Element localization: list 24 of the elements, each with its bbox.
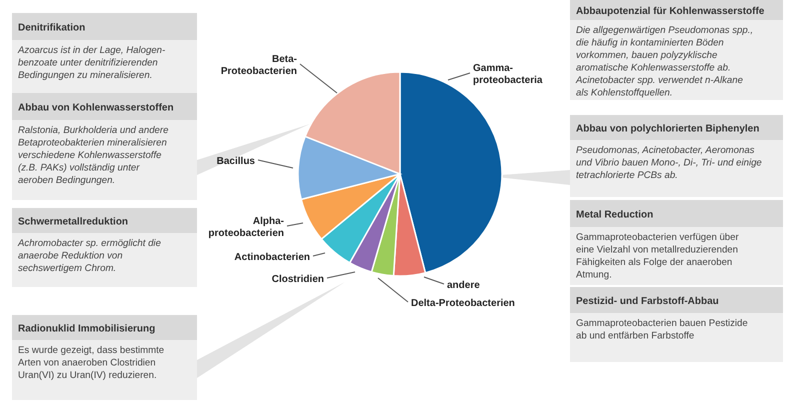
text: Abbau von polychlorierten Biphenylen (576, 124, 760, 134)
text: Pseudomonas, Acinetobacter, Aeromonas und Vibrio bauen Mono-, Di-, Tri- und einige tetrachlorierte PCBs ab. (576, 145, 762, 181)
slice-label: Actinobacterien (234, 252, 310, 263)
slice-label: Gamma-proteobacteria (473, 63, 543, 86)
text: Gammaproteobacterien verfügen über eine Vielzahl von metallreduzierenden Fähigkeiten als Folge der anaeroben Atmung. (576, 232, 740, 280)
slice-label: Beta-Proteobacterien (220, 54, 297, 77)
text: Die allgegenwärtigen Pseudomonas spp., die häufig in kontaminierten Böden vorkommen, bauen polyzyklische aromatische Kohlenwasserstoffe ab. Acinetobacter spp. verwendet n-Alkane als Kohlenstoffquellen. (575, 25, 754, 98)
text: Achromobacter sp. ermöglicht die anaerobe Reduktion von sechswertigem Chrom. (17, 238, 161, 274)
text: Pestizid- und Farbstoff-Abbau (576, 296, 719, 307)
text: Abbau von Kohlenwasserstoffen (18, 102, 174, 114)
slice-label: Bacillus (216, 156, 256, 167)
text: Denitrifikation (18, 22, 86, 34)
slice-label: andere (447, 280, 480, 291)
text: Schwermetallreduktion (18, 216, 128, 228)
slice-label: Alpha-proteobacterien (208, 216, 284, 239)
text: Abbaupotenzial für Kohlenwasserstoffe (576, 6, 765, 17)
slice-label: Delta-Proteobacterien (411, 298, 515, 309)
slice-label: Clostridien (272, 274, 324, 285)
text: Gammaproteobacterien bauen Pestizide ab und entfärben Farbstoffe (576, 318, 748, 342)
text: Es wurde gezeigt, dass bestimmte Arten von anaeroben Clostridien Uran(VI) zu Uran(IV) reduzieren. (18, 345, 164, 381)
text: Radionuklid Immobilisierung (18, 324, 156, 334)
text: Metal Reduction (576, 210, 654, 220)
text: Ralstonia, Burkholderia und andere Betaproteobakterien mineralisieren verschiedene Kohlenwasserstoffe (z.B. PAKs) vollständig unter aeroben Bedingungen. (18, 125, 168, 186)
text: Azoarcus ist in der Lage, Halogen- benzoate unter denitrifizierenden Bedingungen zu mineralisieren. (17, 45, 166, 81)
